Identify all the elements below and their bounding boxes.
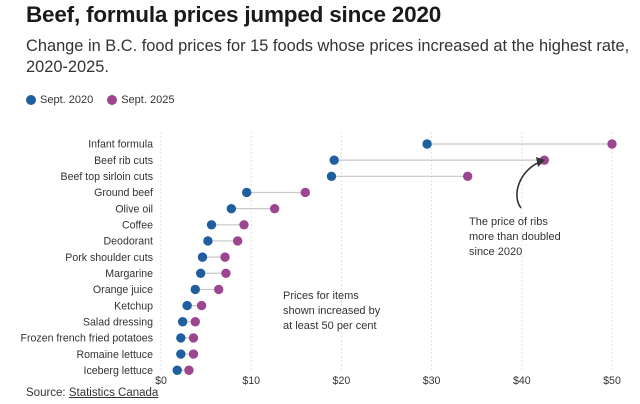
dot-sept-2020	[206, 220, 217, 230]
legend-item-sept-2025: Sept. 2025	[107, 94, 174, 106]
dot-sept-2020	[177, 317, 188, 327]
dot-sept-2025	[196, 300, 207, 311]
chart-title: Beef, formula prices jumped since 2020	[26, 2, 442, 27]
dot-sept-2020	[172, 365, 182, 375]
legend: Sept. 2020 Sept. 2025	[26, 94, 188, 106]
annotation-text: Prices for items shown increased by at lea…	[283, 290, 381, 332]
dot-sept-2025	[462, 171, 473, 182]
dot-sept-2025	[269, 203, 280, 214]
dot-sept-2025	[232, 236, 243, 246]
dot-sept-2020	[176, 349, 186, 359]
dot-sept-2020	[326, 171, 337, 182]
annotation-text: The price of ribs more than doubled since …	[469, 216, 561, 258]
dot-sept-2025	[239, 220, 249, 230]
category-label: Romaine lettuce	[76, 349, 153, 361]
dot-sept-2020	[197, 252, 208, 262]
dot-sept-2020	[422, 139, 432, 149]
annotation-line: at least 50 per cent	[283, 320, 377, 332]
category-label: Infant formula	[88, 139, 153, 151]
dot-sept-2020	[241, 187, 252, 198]
dot-sept-2020	[176, 333, 186, 343]
dot-sept-2020	[195, 268, 206, 278]
dot-sept-2020	[226, 203, 237, 214]
x-tick-label: $40	[513, 375, 531, 387]
category-label: Iceberg lettuce	[84, 365, 154, 377]
dot-sept-2025	[188, 349, 199, 359]
category-label: Coffee	[122, 220, 153, 232]
source-link[interactable]: Statistics Canada	[68, 387, 159, 399]
dot-sept-2025	[300, 187, 311, 198]
category-label: Olive oil	[115, 203, 153, 215]
category-label: Beef top sirloin cuts	[61, 171, 153, 183]
annotation-line: since 2020	[469, 246, 522, 258]
dot-sept-2020	[190, 284, 200, 295]
source-line: Source: Statistics Canada	[26, 387, 158, 399]
category-label: Ground beef	[94, 187, 153, 199]
legend-marker-sept-2020	[26, 95, 36, 105]
legend-label-sept-2025: Sept. 2025	[121, 94, 175, 106]
category-label: Frozen french fried potatoes	[21, 333, 154, 345]
x-tick-label: $10	[242, 375, 260, 387]
dot-sept-2025	[214, 284, 224, 295]
legend-item-sept-2020: Sept. 2020	[26, 94, 93, 106]
legend-label-sept-2020: Sept. 2020	[40, 94, 94, 106]
dot-sept-2025	[220, 252, 230, 262]
dot-sept-2025	[221, 268, 231, 278]
dot-sept-2025	[188, 333, 199, 343]
chart-subtitle: Change in B.C. food prices for 15 foods …	[26, 37, 630, 76]
dot-sept-2025	[607, 139, 617, 149]
category-label: Ketchup	[114, 300, 153, 312]
category-label: Salad dressing	[83, 316, 153, 328]
category-label: Orange juice	[93, 284, 153, 296]
x-tick-label: $0	[155, 375, 167, 387]
source-prefix: Source:	[26, 387, 69, 399]
dot-sept-2020	[203, 236, 213, 246]
legend-marker-sept-2025	[107, 95, 118, 105]
category-label: Margarine	[105, 268, 153, 280]
x-tick-label: $50	[603, 375, 621, 387]
annotation-line: more than doubled	[469, 231, 561, 243]
dot-sept-2020	[182, 300, 192, 311]
annotation-arrow	[516, 161, 541, 209]
annotation-line: The price of ribs	[469, 216, 548, 228]
annotation-line: Prices for items	[283, 290, 359, 302]
category-label: Deodorant	[104, 236, 154, 248]
dot-sept-2025	[190, 317, 200, 327]
category-label: Pork shoulder cuts	[65, 252, 153, 264]
category-label: Beef rib cuts	[94, 155, 153, 167]
annotation-line: shown increased by	[283, 305, 381, 317]
x-tick-label: $20	[333, 375, 351, 387]
dot-sept-2025	[184, 365, 194, 375]
annotation-arrowhead	[536, 157, 545, 167]
dot-sept-2020	[329, 155, 339, 165]
x-tick-label: $30	[423, 375, 441, 387]
